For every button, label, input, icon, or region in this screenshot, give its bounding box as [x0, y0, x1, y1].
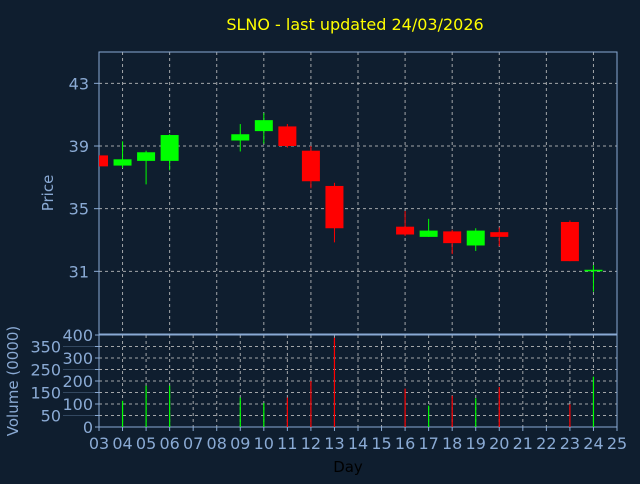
candle-body-down [443, 231, 462, 244]
volume-axis-label: Volume (0000) [4, 326, 22, 436]
candle-body-down [301, 150, 320, 182]
candle-body-down [278, 126, 297, 146]
candle-body-up [466, 230, 485, 246]
day-tick-label: 21 [513, 434, 533, 453]
candle-body-up [419, 230, 438, 237]
day-tick-label: 07 [183, 434, 203, 453]
day-tick-label: 25 [607, 434, 627, 453]
candles-group [99, 113, 603, 292]
day-tick-label: 03 [89, 434, 109, 453]
volume-tick-label: 0 [83, 418, 93, 437]
day-axis-label: Day [333, 458, 363, 476]
day-tick-label: 09 [230, 434, 250, 453]
candle-body-up [137, 152, 156, 161]
candle-body-up [254, 120, 273, 132]
day-tick-label: 08 [207, 434, 227, 453]
chart-title: SLNO - last updated 24/03/2026 [226, 15, 483, 34]
volume-tick-label: 100 [62, 395, 93, 414]
day-tick-label: 24 [583, 434, 603, 453]
day-tick-label: 13 [324, 434, 344, 453]
day-tick-label: 17 [418, 434, 438, 453]
candle-body-down [490, 232, 509, 237]
day-tick-label: 12 [301, 434, 321, 453]
price-tick-label: 39 [69, 137, 89, 156]
candle-body-up [160, 135, 179, 161]
candle-body-down [396, 226, 415, 235]
day-tick-label: 16 [395, 434, 415, 453]
day-tick-label: 18 [442, 434, 462, 453]
day-tick-label: 20 [489, 434, 509, 453]
volume-tick-label: 350 [30, 338, 61, 357]
volume-tick-label: 50 [41, 407, 61, 426]
day-tick-label: 19 [466, 434, 486, 453]
candle-body-up [584, 269, 603, 272]
price-plot-frame [98, 51, 618, 335]
price-axis-label: Price [39, 175, 57, 212]
price-tick-label: 43 [69, 74, 89, 93]
day-tick-label: 06 [159, 434, 179, 453]
candle-body-down [99, 155, 108, 167]
day-tick-label: 11 [277, 434, 297, 453]
day-tick-label: 05 [136, 434, 156, 453]
volume-tick-label: 300 [62, 349, 93, 368]
candle-body-up [113, 159, 132, 166]
candle-body-down [560, 221, 579, 262]
volume-tick-label: 150 [30, 384, 61, 403]
day-tick-label: 14 [348, 434, 368, 453]
volume-tick-label: 250 [30, 361, 61, 380]
day-tick-label: 04 [112, 434, 132, 453]
price-tick-label: 31 [69, 262, 89, 281]
candle-body-up [231, 134, 250, 141]
day-tick-label: 10 [254, 434, 274, 453]
candle-body-down [325, 185, 344, 229]
volume-tick-label: 200 [62, 372, 93, 391]
volume-tick-label: 400 [62, 326, 93, 345]
day-tick-label: 23 [560, 434, 580, 453]
day-tick-label: 15 [371, 434, 391, 453]
price-tick-label: 35 [69, 200, 89, 219]
day-tick-label: 22 [536, 434, 556, 453]
